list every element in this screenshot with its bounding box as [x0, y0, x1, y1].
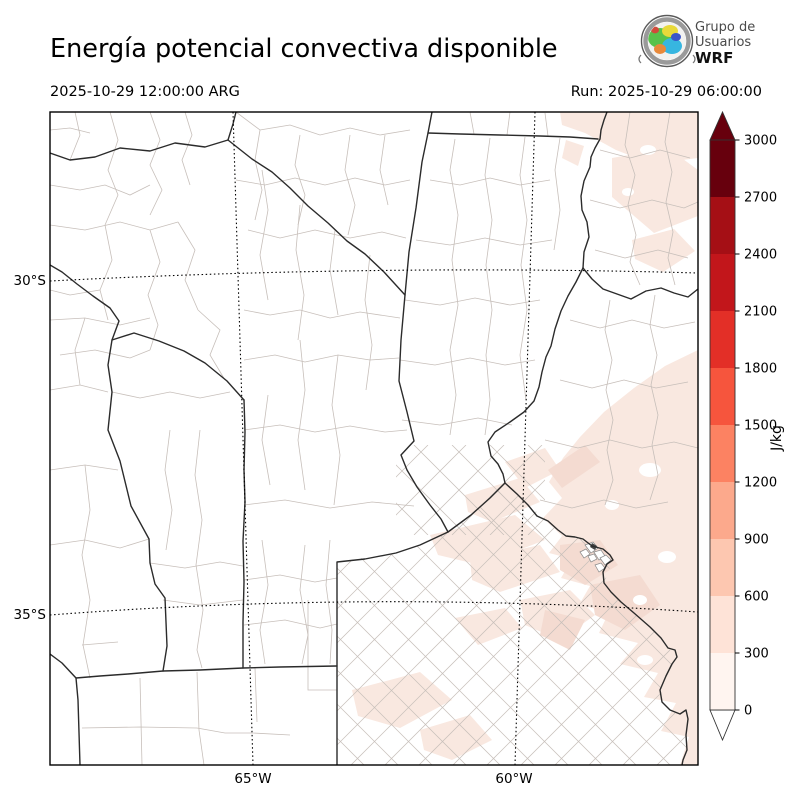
logo-text-line3: WRF — [695, 49, 733, 67]
lattice-line — [396, 445, 429, 535]
colorbar-tick-label: 3000 — [744, 134, 777, 149]
province-boundaries — [50, 112, 698, 765]
logo-text-line1: Grupo de — [695, 20, 755, 35]
lattice-line — [554, 483, 687, 765]
lattice-line — [588, 483, 687, 765]
logo-band — [643, 17, 691, 65]
border-sanjuan-desaguadero — [50, 264, 168, 672]
map-canvas: 30°S 35°S 65°W 60°W — [14, 111, 699, 787]
lattice-line — [527, 445, 545, 535]
colorbar-tick-label: 2400 — [744, 248, 777, 263]
border-lapampa-north — [75, 665, 338, 679]
lattice-line — [396, 445, 429, 535]
border-catamarca-santiago — [227, 112, 237, 141]
lattice-line — [396, 445, 467, 535]
colorbar-segment — [710, 311, 735, 368]
border-parana-upper — [580, 112, 608, 269]
border-corrientes-entrerios — [582, 267, 698, 300]
header: Energía potencial convectiva disponible … — [50, 14, 762, 100]
ytick-30s: 30°S — [14, 273, 47, 289]
lattice-line — [337, 483, 535, 765]
border-catamarca-north — [50, 139, 229, 161]
map-frame — [49, 111, 699, 766]
figure-title: Energía potencial convectiva disponible — [50, 34, 558, 64]
amba-district-cluster — [579, 541, 612, 573]
colorbar-segment — [710, 425, 735, 482]
colorbar-segment — [710, 140, 735, 197]
border-santafe-west — [398, 112, 449, 533]
lattice-line — [489, 445, 545, 535]
lattice-line — [337, 483, 433, 765]
border-buenosaires-north-west — [336, 482, 506, 765]
logo-laurel — [638, 54, 696, 64]
valid-time-label: 2025-10-29 12:00:00 ARG — [50, 84, 240, 100]
lattice-line — [622, 483, 687, 765]
logo-globe-art — [648, 22, 686, 60]
border-sanluis-larioja — [111, 332, 245, 401]
colorbar-segment — [710, 254, 735, 311]
gridline-35s — [50, 601, 698, 616]
colorbar-unit-label: J/kg — [769, 425, 785, 452]
colorbar-tick-label: 0 — [744, 704, 752, 719]
gridline-30s — [50, 269, 698, 282]
colorbar-segment — [710, 539, 735, 596]
lattice-line — [337, 483, 467, 765]
colorbar-tick-label: 600 — [744, 590, 769, 605]
ytick-35s: 35°S — [14, 607, 47, 623]
lattice-line — [452, 483, 687, 765]
run-time-label: Run: 2025-10-29 06:00:00 — [571, 84, 762, 100]
xtick-60w: 60°W — [495, 771, 532, 787]
santa-fe-department-lattice — [396, 445, 545, 535]
colorbar-segment — [710, 482, 735, 539]
lattice-line — [337, 483, 399, 765]
border-cordoba-north — [227, 139, 406, 296]
colorbar-tick-label: 2100 — [744, 305, 777, 320]
wrf-logo: Grupo de Usuarios WRF — [638, 14, 755, 68]
colorbar-tick-label: 1200 — [744, 476, 777, 491]
colorbar-tick-label: 900 — [744, 533, 769, 548]
lattice-line — [486, 483, 687, 765]
logo-text-line2: Usuarios — [695, 35, 751, 50]
border-santafe-north — [427, 132, 599, 140]
lattice-line — [527, 445, 545, 535]
department-boundaries — [50, 112, 698, 765]
axis-labels: 30°S 35°S 65°W 60°W — [14, 273, 533, 787]
border-parana-lower — [487, 267, 584, 484]
globe-logo-icon — [638, 14, 696, 68]
colorbar-segment — [710, 368, 735, 425]
lattice-line — [413, 445, 505, 535]
colorbar-tick-label: 2700 — [744, 191, 777, 206]
graticule — [50, 112, 698, 765]
colorbar-segment — [710, 653, 735, 710]
border-sanluis-cordoba — [242, 399, 246, 669]
colorbar-segments — [710, 140, 735, 710]
lattice-line — [451, 445, 543, 535]
colorbar-tick-label: 300 — [744, 647, 769, 662]
lattice-line — [337, 483, 569, 765]
border-buenosaires-coast — [504, 482, 689, 765]
colorbar-tick-label: 1500 — [744, 419, 777, 434]
colorbar-segment — [710, 596, 735, 653]
colorbar-segment — [710, 197, 735, 254]
colorbar-tick-label: 1800 — [744, 362, 777, 377]
xtick-65w: 65°W — [234, 771, 271, 787]
